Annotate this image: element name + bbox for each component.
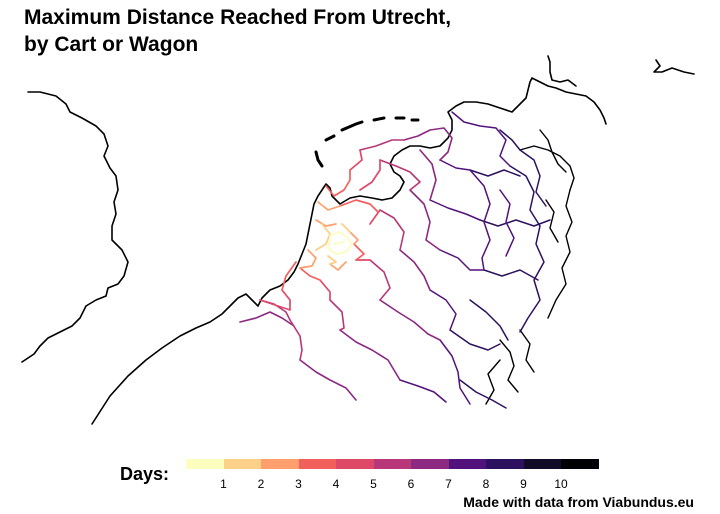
routes-day-1 — [327, 231, 353, 255]
routes-day-3 — [299, 201, 359, 271]
coastline-england — [21, 91, 129, 363]
island-vlieland — [324, 134, 336, 142]
legend-labels: 1 2 3 4 5 6 7 8 9 10 — [186, 477, 598, 493]
routes-day-7 — [239, 127, 453, 401]
legend-tick-label: 7 — [445, 477, 452, 491]
title-line-1: Maximum Distance Reached From Utrecht, — [24, 6, 452, 29]
wadden-islands — [314, 116, 420, 168]
legend-swatch — [186, 459, 224, 469]
coastlines — [21, 55, 695, 425]
legend-tick-label: 9 — [520, 477, 527, 491]
legend-swatch — [261, 459, 299, 469]
legend-tick-label: 4 — [332, 477, 340, 491]
legend-tick-label: 2 — [257, 477, 265, 491]
coastline-continent — [91, 77, 607, 425]
island-texel — [314, 150, 324, 168]
routes-day-2 — [315, 223, 351, 265]
routes-day-10 — [485, 129, 575, 405]
routes-day-9 — [449, 129, 551, 409]
routes-day-8 — [399, 111, 515, 405]
island-terschelling — [340, 120, 364, 132]
island-ameland — [372, 116, 386, 122]
title-line-2: by Cart or Wagon — [24, 33, 199, 56]
routes-day-6 — [259, 139, 421, 361]
legend-swatch — [486, 459, 524, 469]
legend-swatch — [523, 459, 561, 469]
legend-tick-label: 1 — [220, 477, 227, 491]
legend-tick-label: 6 — [407, 477, 415, 491]
legend-swatch — [448, 459, 486, 469]
legend-swatch — [223, 459, 261, 469]
legend-tick-label: 5 — [370, 477, 377, 491]
map-title: Maximum Distance Reached From Utrecht, b… — [24, 4, 451, 58]
legend-tick-label: 8 — [482, 477, 490, 491]
legend-swatch — [561, 459, 599, 469]
coastline-baltic — [653, 59, 695, 75]
legend-swatch — [373, 459, 411, 469]
legend-tick-label: 3 — [295, 477, 302, 491]
legend-swatch — [298, 459, 336, 469]
legend-title: Days: — [120, 464, 170, 484]
routes-day-4 — [281, 169, 379, 291]
legend-color-bar — [186, 459, 599, 469]
legend-swatch — [411, 459, 449, 469]
source-caption: Made with data from Viabundus.eu — [463, 494, 694, 510]
coastline-denmark — [547, 55, 577, 87]
legend-swatch — [336, 459, 374, 469]
legend-tick-label: 10 — [554, 477, 568, 491]
